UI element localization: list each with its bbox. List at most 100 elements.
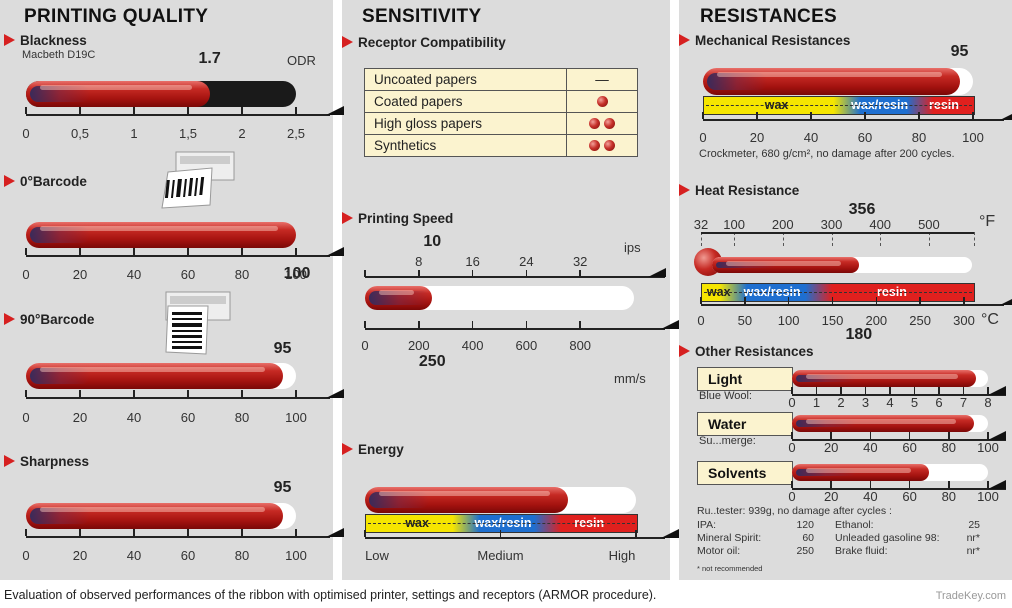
tick-label: 80 xyxy=(941,440,957,455)
tick-label: 24 xyxy=(519,254,534,269)
tick-label: 100 xyxy=(285,548,307,563)
axis-tick xyxy=(471,270,474,277)
axis-arrow-icon xyxy=(988,431,1006,440)
tick-label: 40 xyxy=(126,548,142,563)
tick-label: 60 xyxy=(180,410,196,425)
tick-label: 100 xyxy=(285,410,307,425)
mechanical-note: Crockmeter, 680 g/cm², no damage after 2… xyxy=(699,148,955,160)
axis-line xyxy=(26,536,330,538)
tick-label: 60 xyxy=(902,440,917,455)
heat-grid-line xyxy=(734,232,736,246)
caption: Evaluation of observed performances of t… xyxy=(4,588,657,602)
axis-tick xyxy=(79,390,81,397)
solvent-name: Mineral Spirit: xyxy=(697,532,762,544)
axis-tick xyxy=(889,387,891,394)
receptor-row: Uncoated papers — xyxy=(364,68,638,91)
zone-band: wax wax/resin resin xyxy=(703,96,975,115)
axis-arrow-icon xyxy=(1000,111,1012,120)
resistance-label-box: Solvents xyxy=(697,461,793,485)
tick-label: 100 xyxy=(723,217,745,232)
bar-fill xyxy=(792,464,930,481)
bar-track xyxy=(792,464,988,481)
receptor-name: Uncoated papers xyxy=(364,68,567,91)
axis-tick xyxy=(810,112,812,119)
axis-arrow-icon xyxy=(648,268,666,277)
barcode0-value: 100 xyxy=(283,265,311,282)
tick-label: 20 xyxy=(823,440,839,455)
bar-fill xyxy=(792,415,975,432)
blackness-unit: ODR xyxy=(287,53,316,68)
axis-tick xyxy=(133,107,135,114)
axis-tick xyxy=(187,107,189,114)
heat-grid-line xyxy=(928,232,930,246)
section-label: Other Resistances xyxy=(679,344,814,359)
tick-label: 80 xyxy=(941,489,957,504)
speed-ips-value: 10 xyxy=(423,233,442,250)
zone-arrow-line xyxy=(368,523,635,524)
tick-label: 6 xyxy=(935,395,943,410)
axis-tick xyxy=(295,248,297,255)
axis-tick xyxy=(869,481,872,488)
zone-arrow-line xyxy=(704,292,972,293)
heat-grid-line xyxy=(880,232,882,246)
tick-label: 100 xyxy=(285,267,307,282)
bar-fill xyxy=(703,68,960,95)
axis-tick xyxy=(791,387,793,394)
bar-track xyxy=(26,81,296,107)
tick-label: 3 xyxy=(861,395,870,410)
axis-tick xyxy=(987,481,989,488)
zone-band: wax wax/resin resin xyxy=(701,283,975,302)
axis-arrow-icon xyxy=(326,389,344,398)
heat-grid-line xyxy=(831,232,833,246)
watermark: TradeKey.com xyxy=(935,590,1006,602)
axis-tick xyxy=(962,387,965,394)
speed-secondary-unit: ips xyxy=(624,240,641,255)
tick-label: High xyxy=(608,548,636,563)
bar-fill xyxy=(26,81,210,107)
rating-dot-icon xyxy=(589,140,600,151)
section-label: Printing Speed xyxy=(342,211,453,226)
axis-tick xyxy=(187,529,189,536)
axis-tick xyxy=(25,248,27,255)
tick-label: 20 xyxy=(823,489,839,504)
axis-tick xyxy=(918,112,920,119)
axis-tick xyxy=(948,481,950,488)
axis-tick xyxy=(938,387,940,394)
section-arrow-icon xyxy=(342,212,353,224)
axis-line xyxy=(792,394,1006,396)
rating-dot-icon xyxy=(589,118,600,129)
blackness-subtitle: Macbeth D19C xyxy=(22,49,96,61)
tick-label: 80 xyxy=(911,130,927,145)
solvent-value: 60 xyxy=(802,532,814,544)
tick-label: 40 xyxy=(126,410,142,425)
tick-label: 100 xyxy=(777,313,800,328)
axis-tick xyxy=(25,529,27,536)
tick-label: 300 xyxy=(820,217,843,232)
axis-tick xyxy=(187,248,189,255)
tick-label: 0 xyxy=(22,548,30,563)
tick-label: 2 xyxy=(837,395,845,410)
axis-tick xyxy=(187,390,189,397)
tick-label: 40 xyxy=(803,130,819,145)
tick-label: 250 xyxy=(909,313,932,328)
bar-fill xyxy=(365,286,433,310)
section-title: 0°Barcode xyxy=(20,174,87,189)
tick-label: 100 xyxy=(977,440,999,455)
solvent-name: IPA: xyxy=(697,519,717,531)
section-arrow-icon xyxy=(4,175,15,187)
axis-arrow-icon xyxy=(661,320,679,329)
tick-label: 32 xyxy=(572,254,588,269)
axis-tick xyxy=(241,390,243,397)
axis-tick xyxy=(295,107,297,114)
panel-title-sensitivity: SENSITIVITY xyxy=(362,6,482,27)
axis-tick xyxy=(241,529,243,536)
solvent-value: nr* xyxy=(966,532,980,544)
section-label: Energy xyxy=(342,442,404,457)
solvent-value: 120 xyxy=(796,519,814,531)
tick-label: 0 xyxy=(788,395,796,410)
tick-label: 0 xyxy=(361,338,369,353)
axis-tick xyxy=(791,432,793,439)
solvent-value: 25 xyxy=(968,519,980,531)
section-label: Receptor Compatibility xyxy=(342,35,506,50)
tick-label: 8 xyxy=(984,395,992,410)
